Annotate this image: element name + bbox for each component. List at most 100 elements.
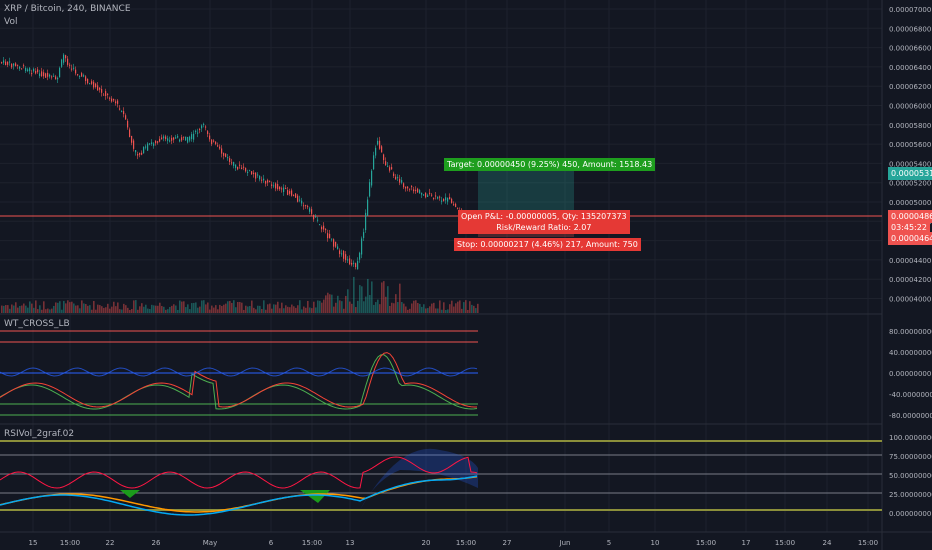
time-tick-label: 15:00 bbox=[456, 539, 476, 547]
countdown-badge: 03:45:22 bbox=[888, 221, 930, 234]
volume-bar bbox=[97, 304, 99, 313]
volume-bar bbox=[451, 300, 453, 313]
volume-bar bbox=[105, 307, 107, 313]
candle-body bbox=[199, 129, 201, 131]
volume-bar bbox=[447, 309, 449, 313]
wt-tick-label: 40.00000000 bbox=[889, 349, 932, 357]
stop-label[interactable]: Stop: 0.00000217 (4.46%) 217, Amount: 75… bbox=[454, 238, 641, 251]
candle-body bbox=[79, 75, 81, 77]
volume-bar bbox=[259, 305, 261, 313]
volume-bar bbox=[291, 304, 293, 313]
candle-body bbox=[49, 74, 51, 77]
volume-bar bbox=[23, 303, 25, 313]
volume-bar bbox=[7, 305, 9, 313]
volume-bar bbox=[107, 303, 109, 313]
candle-body bbox=[279, 186, 281, 190]
candle-body bbox=[55, 76, 57, 80]
candle-body bbox=[53, 75, 55, 77]
volume-legend[interactable]: Vol bbox=[4, 17, 18, 27]
volume-bar bbox=[211, 305, 213, 313]
volume-bar bbox=[469, 301, 471, 313]
candle-body bbox=[117, 100, 119, 104]
volume-bar bbox=[133, 300, 135, 313]
candle-body bbox=[97, 85, 99, 91]
open-pnl-label[interactable]: Open P&L: -0.00000005, Qty: 135207373 Ri… bbox=[458, 210, 630, 234]
candle-body bbox=[235, 164, 237, 168]
volume-bar bbox=[181, 301, 183, 313]
rsi-axis[interactable]: 100.00000000 75.00000000 50.00000000 25.000… bbox=[889, 434, 932, 518]
volume-bar bbox=[75, 305, 77, 313]
volume-bar bbox=[421, 306, 423, 313]
volume-bar bbox=[381, 282, 383, 313]
candle-body bbox=[35, 71, 37, 74]
wt-indicator-title[interactable]: WT_CROSS_LB bbox=[4, 319, 70, 329]
candle-body bbox=[133, 140, 135, 149]
time-tick-label: Jun bbox=[559, 539, 571, 547]
volume-bar bbox=[189, 309, 191, 313]
candle-body bbox=[413, 189, 415, 192]
volume-bar bbox=[163, 306, 165, 313]
candle-body bbox=[205, 126, 207, 128]
volume-bar bbox=[215, 305, 217, 313]
candle-body bbox=[379, 140, 381, 149]
time-tick-label: 15:00 bbox=[60, 539, 80, 547]
candle-body bbox=[143, 147, 145, 154]
candle-body bbox=[299, 199, 301, 201]
volume-bar bbox=[177, 309, 179, 313]
price-tick-label: 0.00005400 bbox=[889, 160, 931, 168]
volume-bar bbox=[367, 278, 369, 313]
candle-body bbox=[69, 64, 71, 66]
target-zone[interactable] bbox=[478, 169, 574, 216]
volume-bar bbox=[467, 309, 469, 313]
candle-body bbox=[441, 200, 443, 202]
volume-bar bbox=[333, 306, 335, 313]
candle-body bbox=[81, 73, 83, 77]
volume-bar bbox=[413, 300, 415, 313]
volume-bar bbox=[457, 301, 459, 313]
volume-bar bbox=[119, 309, 121, 313]
rsi-indicator-title[interactable]: RSIVol_2graf.02 bbox=[4, 429, 75, 439]
candle-body bbox=[127, 120, 129, 128]
candle-body bbox=[307, 206, 309, 208]
candle-body bbox=[419, 190, 421, 194]
volume-bar bbox=[395, 294, 397, 313]
candle-body bbox=[309, 208, 311, 212]
candle-body bbox=[111, 98, 113, 102]
symbol-title[interactable]: XRP / Bitcoin, 240, BINANCE bbox=[4, 4, 131, 14]
volume-bar bbox=[403, 303, 405, 313]
candle-body bbox=[31, 73, 33, 75]
volume-bar bbox=[13, 305, 15, 313]
candle-body bbox=[409, 188, 411, 190]
wt-axis[interactable]: 80.00000000 40.00000000 0.00000000 -40.0000… bbox=[889, 328, 932, 420]
volume-bar bbox=[141, 303, 143, 313]
volume-bar bbox=[279, 308, 281, 313]
volume-bar bbox=[369, 295, 371, 313]
wt-tick-label: 0.00000000 bbox=[889, 370, 931, 378]
volume-bar bbox=[327, 292, 329, 313]
candle-body bbox=[273, 185, 275, 187]
rsi-tick-label: 75.00000000 bbox=[889, 453, 932, 461]
volume-bar bbox=[77, 305, 79, 313]
volume-bar bbox=[253, 307, 255, 313]
volume-bar bbox=[235, 307, 237, 313]
time-axis[interactable]: 15 15:00 22 26 May 6 15:00 13 20 15:00 27 Jun 5 10 15:… bbox=[29, 539, 879, 547]
candle-body bbox=[171, 137, 173, 141]
volume-bar bbox=[303, 306, 305, 313]
candle-body bbox=[153, 143, 155, 146]
volume-bar bbox=[33, 307, 35, 313]
wt-line-red bbox=[0, 352, 477, 408]
volume-bar bbox=[161, 306, 163, 313]
candle-body bbox=[267, 180, 269, 183]
target-label[interactable]: Target: 0.00000450 (9.25%) 450, Amount: … bbox=[444, 158, 656, 171]
candle-body bbox=[453, 204, 455, 206]
volume-bar bbox=[475, 308, 477, 313]
volume-bar bbox=[185, 307, 187, 313]
price-tick-label: 0.00004400 bbox=[889, 257, 931, 265]
price-axis[interactable]: 0.00007000 0.00006800 0.00006600 0.00006400… bbox=[889, 6, 931, 304]
rsi-tick-label: 0.00000000 bbox=[889, 510, 931, 518]
candle-body bbox=[71, 68, 73, 70]
volume-bar bbox=[73, 303, 75, 313]
candle-body bbox=[317, 219, 319, 221]
volume-bar bbox=[233, 300, 235, 313]
